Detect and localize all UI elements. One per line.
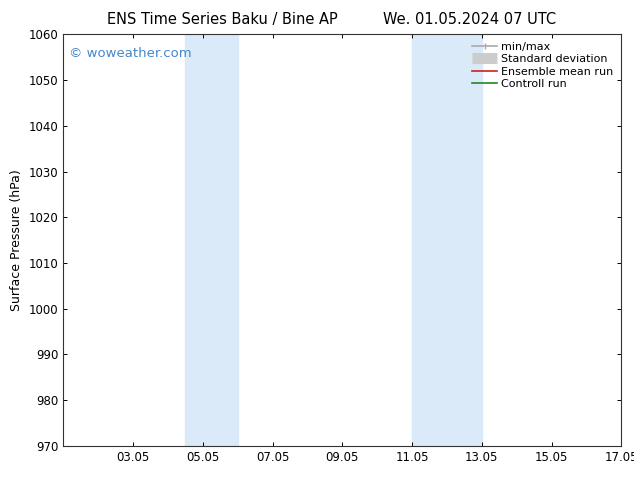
Bar <box>185 34 238 446</box>
Text: © woweather.com: © woweather.com <box>69 47 191 60</box>
Bar <box>412 34 482 446</box>
Legend: min/max, Standard deviation, Ensemble mean run, Controll run: min/max, Standard deviation, Ensemble me… <box>468 38 618 93</box>
Text: ENS Time Series Baku / Bine AP: ENS Time Series Baku / Bine AP <box>107 12 337 27</box>
Y-axis label: Surface Pressure (hPa): Surface Pressure (hPa) <box>10 169 23 311</box>
Text: We. 01.05.2024 07 UTC: We. 01.05.2024 07 UTC <box>382 12 556 27</box>
